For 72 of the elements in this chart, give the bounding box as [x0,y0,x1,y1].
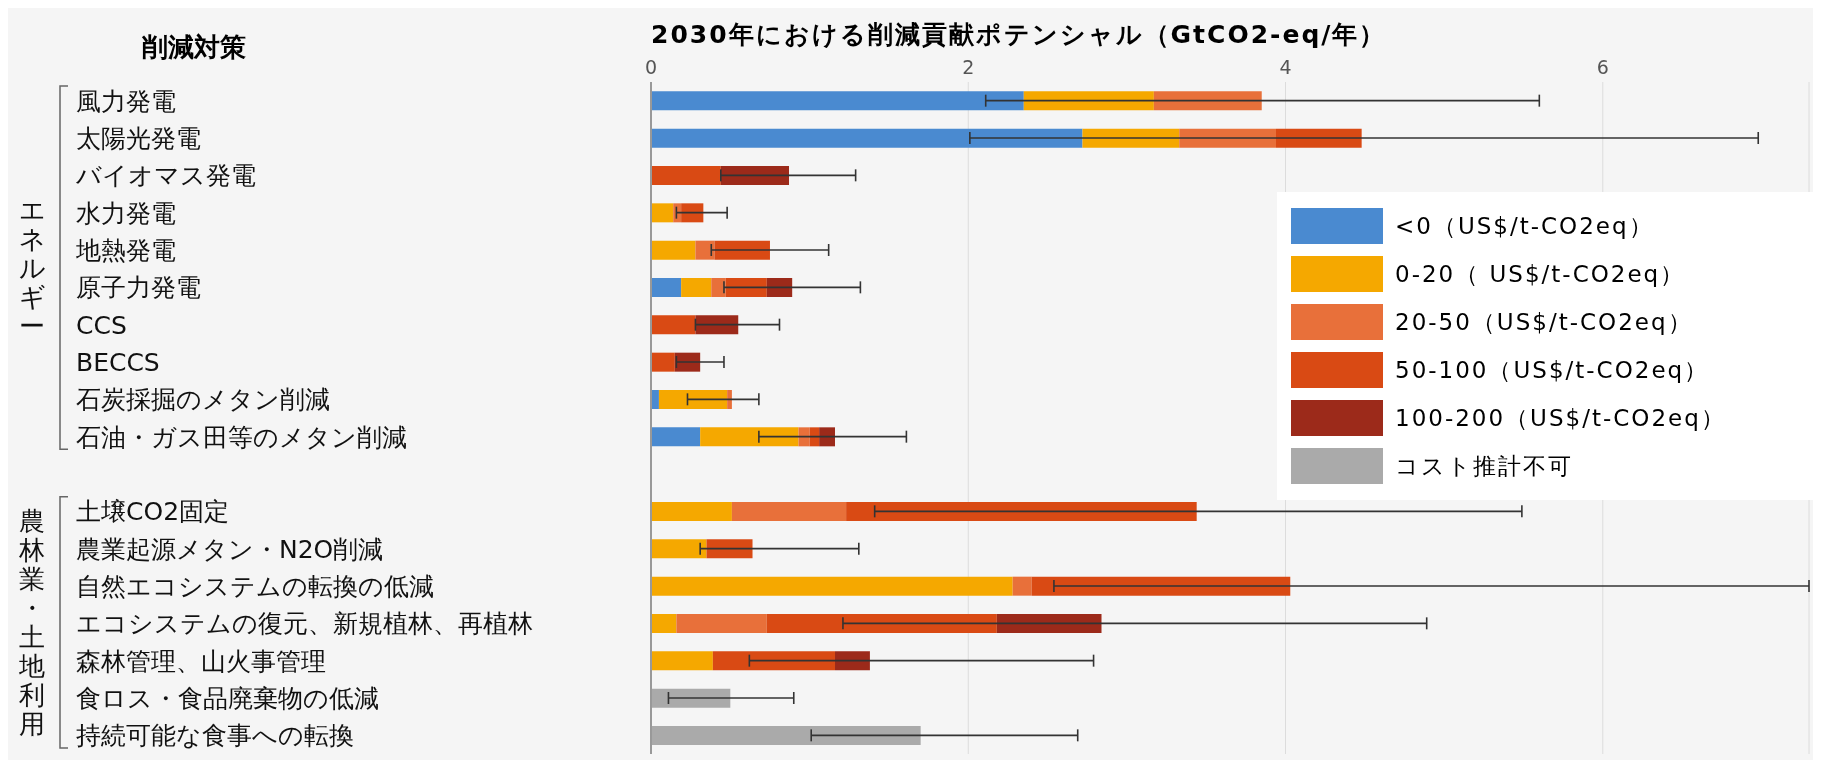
legend-label: 0-20（ US$/t-CO2eq） [1395,259,1686,289]
x-axis-title: 2030年における削減貢献ポテンシャル（GtCO2-eq/年） [651,19,1387,51]
bar [766,278,793,297]
bar [651,315,696,335]
bar [996,614,1102,633]
bar [651,576,1013,596]
bar [727,390,732,409]
bar [706,539,753,559]
bar [676,614,767,633]
bar [700,427,799,447]
y-tick-label: 農業起源メタン・N2O削減 [76,534,384,564]
y-tick-label: BECCS [76,348,160,377]
bar [695,240,715,260]
y-tick-label: 石油・ガス田等のメタン削減 [76,422,407,452]
y-tick-label: 自然エコシステムの転換の低減 [76,572,434,601]
y-tick-label: バイオマス発電 [75,161,256,191]
legend-label: <0（US$/t-CO2eq） [1395,211,1654,241]
bar [766,614,997,633]
bar [1023,91,1154,111]
x-tick-label: 0 [644,56,658,78]
bar [695,315,739,335]
bar [835,651,870,671]
bar [651,726,921,745]
bar [1153,91,1262,111]
bar [798,427,810,447]
bar [846,502,1197,521]
bar [651,688,731,708]
bar [1012,576,1032,596]
bar [651,502,732,521]
bar [819,427,836,447]
bar [712,651,836,671]
bar [651,91,1024,111]
bar [651,166,721,185]
bar [651,539,707,559]
y-tick-label: 食ロス・食品廃棄物の低減 [76,684,379,713]
bar [651,203,674,223]
legend-label: 50-100（US$/t-CO2eq） [1395,355,1710,385]
y-tick-label: エコシステムの復元、新規植林、再植林 [76,609,533,639]
bar [651,352,675,372]
bar [651,128,1083,148]
x-tick-label: 2 [962,56,975,78]
y-tick-label: 水力発電 [76,198,176,228]
y-axis-title: 削減対策 [142,31,246,64]
y-tick-label: 持続可能な食事への転換 [76,721,354,751]
bar [651,651,713,671]
text: エネルギー [18,194,46,341]
legend-label: コスト推計不可 [1395,451,1573,481]
bar [720,166,790,185]
bar [651,240,696,260]
bar [651,427,701,447]
y-tick-label: CCS [76,310,127,340]
y-tick-label: 地熱発電 [75,236,176,265]
bar [731,502,847,521]
y-tick-label: 太陽光発電 [76,124,201,153]
bar [658,390,728,409]
y-tick-label: 土壌CO2固定 [76,497,230,527]
bar [681,278,712,297]
bar [725,278,767,297]
legend-label: 100-200（US$/t-CO2eq） [1395,403,1726,433]
y-tick-label: 森林管理、山火事管理 [76,646,326,676]
bar [651,278,682,297]
text: 農林業・土地利用 [18,505,45,739]
x-tick-label: 4 [1279,56,1292,78]
y-tick-label: 原子力発電 [76,273,201,303]
legend-label: 20-50（US$/t-CO2eq） [1395,307,1693,337]
x-tick-label: 6 [1596,56,1609,78]
bar [809,427,820,447]
bar [651,614,677,633]
y-tick-label: 風力発電 [76,86,176,116]
y-tick-label: 石炭採掘のメタン削減 [76,385,330,415]
bar [711,278,726,297]
bar [681,203,704,223]
